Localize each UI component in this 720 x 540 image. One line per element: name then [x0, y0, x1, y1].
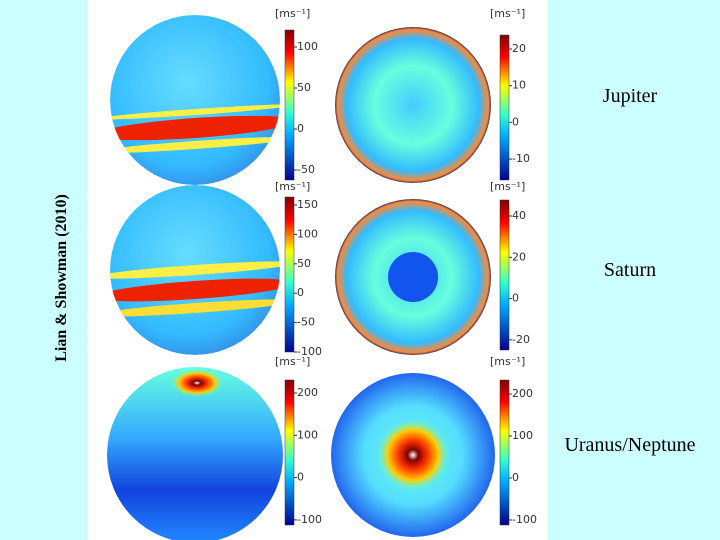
tick-label: 100	[512, 429, 533, 442]
tick-label: 100	[297, 227, 318, 240]
credit: Lian & Showman (2010)	[53, 194, 70, 362]
colorbar-unit: [ms⁻¹]	[275, 355, 310, 368]
tick-label: 40	[512, 209, 526, 222]
tick-label: 0	[512, 471, 519, 484]
uranus-pole	[377, 419, 449, 491]
tick-label: 0	[297, 286, 304, 299]
tick-label: 20	[512, 42, 526, 55]
colorbar-unit: [ms⁻¹]	[490, 180, 525, 193]
tick-label: -100	[297, 513, 322, 526]
saturn-vortex	[388, 252, 438, 302]
tick-label: -100	[512, 513, 537, 526]
colorbar-unit: [ms⁻¹]	[490, 355, 525, 368]
colorbar	[499, 34, 510, 181]
colorbar	[499, 199, 510, 351]
tick-label: -10	[512, 152, 530, 165]
colorbar-unit: [ms⁻¹]	[275, 7, 310, 20]
planet-label: Uranus/Neptune	[564, 434, 695, 456]
tick-label: 200	[512, 387, 533, 400]
colorbar-unit: [ms⁻¹]	[490, 7, 525, 20]
tick-label: 0	[297, 471, 304, 484]
tick-label: 100	[297, 428, 318, 441]
tick-label: 50	[297, 81, 311, 94]
tick-label: 50	[297, 257, 311, 270]
tick-label: 0	[512, 292, 519, 305]
tick-label: 0	[512, 115, 519, 128]
tick-label: -50	[297, 163, 315, 176]
tick-label: 200	[297, 386, 318, 399]
tick-label: 100	[297, 40, 318, 53]
tick-label: 0	[297, 122, 304, 135]
tick-label: -100	[297, 345, 322, 358]
jupiter-sphere	[110, 15, 280, 185]
tick-label: -20	[512, 333, 530, 346]
jupiter-disk	[335, 27, 491, 183]
colorbar-unit: [ms⁻¹]	[275, 180, 310, 193]
uranus-hotspot	[171, 369, 223, 397]
saturn-sphere	[110, 185, 280, 355]
colorbar	[284, 29, 295, 181]
planet-label: Jupiter	[603, 85, 658, 107]
tick-label: 20	[512, 250, 526, 263]
tick-label: 150	[297, 198, 318, 211]
colorbar	[499, 379, 510, 526]
planet-label: Saturn	[604, 259, 656, 281]
tick-label: -50	[297, 316, 315, 329]
colorbar	[284, 379, 295, 526]
tick-label: 10	[512, 79, 526, 92]
uranus-sphere	[107, 367, 283, 540]
colorbar	[284, 196, 295, 353]
